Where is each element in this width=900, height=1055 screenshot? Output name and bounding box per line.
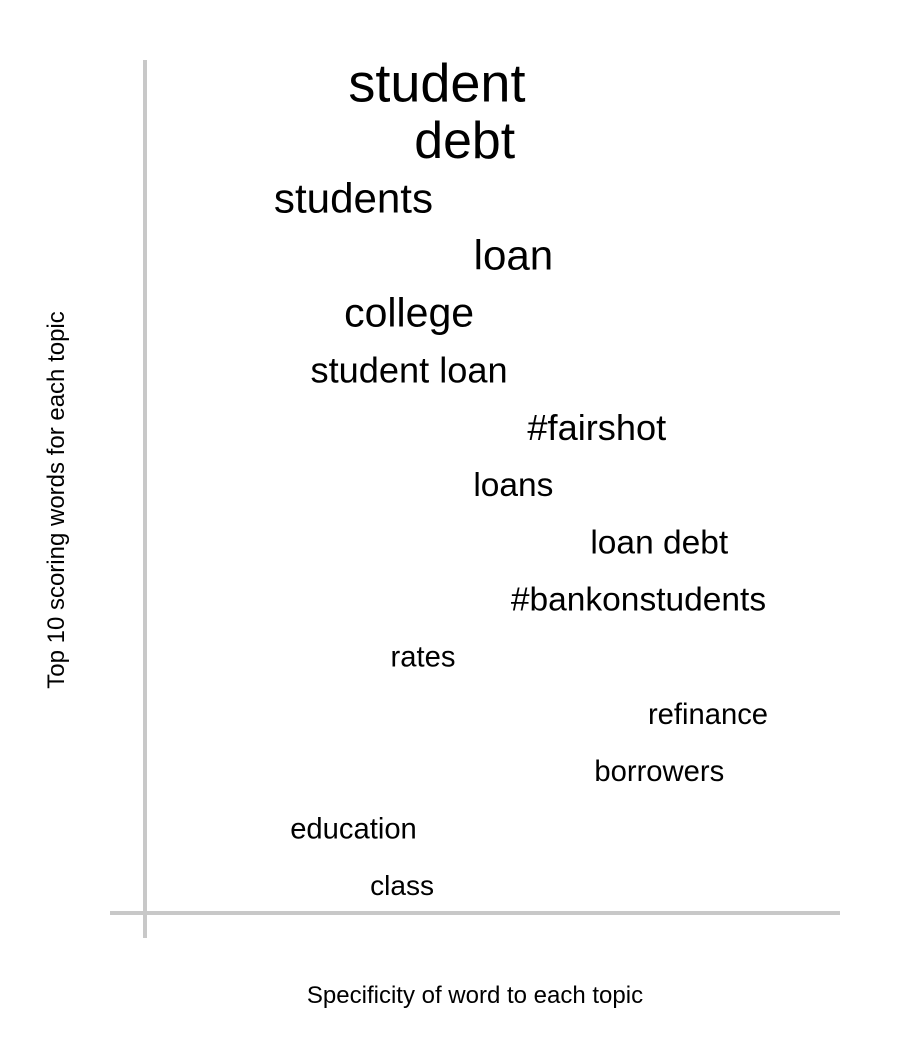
- word-borrowers: borrowers: [594, 756, 724, 788]
- word-student: student: [348, 53, 525, 113]
- word-education: education: [290, 813, 417, 845]
- word-rates: rates: [391, 642, 456, 674]
- word-students: students: [274, 175, 433, 222]
- y-axis-label: Top 10 scoring words for each topic: [43, 311, 70, 689]
- word-loan-debt: loan debt: [590, 524, 729, 561]
- word-bankonstudents: #bankonstudents: [511, 582, 766, 619]
- word-college: college: [344, 290, 474, 336]
- word-loan: loan: [474, 232, 554, 279]
- word-refinance: refinance: [648, 699, 768, 731]
- word-student-loan: student loan: [311, 350, 508, 391]
- word-loans: loans: [473, 467, 553, 504]
- word-class: class: [370, 870, 434, 901]
- word-debt: debt: [414, 111, 515, 169]
- word-fairshot: #fairshot: [527, 407, 666, 448]
- x-axis-label: Specificity of word to each topic: [306, 982, 644, 1009]
